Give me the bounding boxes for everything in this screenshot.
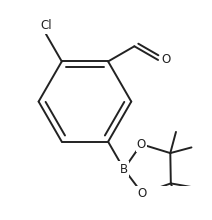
Text: Cl: Cl — [40, 19, 52, 32]
Text: O: O — [161, 53, 170, 66]
Text: O: O — [138, 187, 147, 200]
Text: B: B — [120, 163, 128, 176]
Text: O: O — [137, 138, 146, 151]
